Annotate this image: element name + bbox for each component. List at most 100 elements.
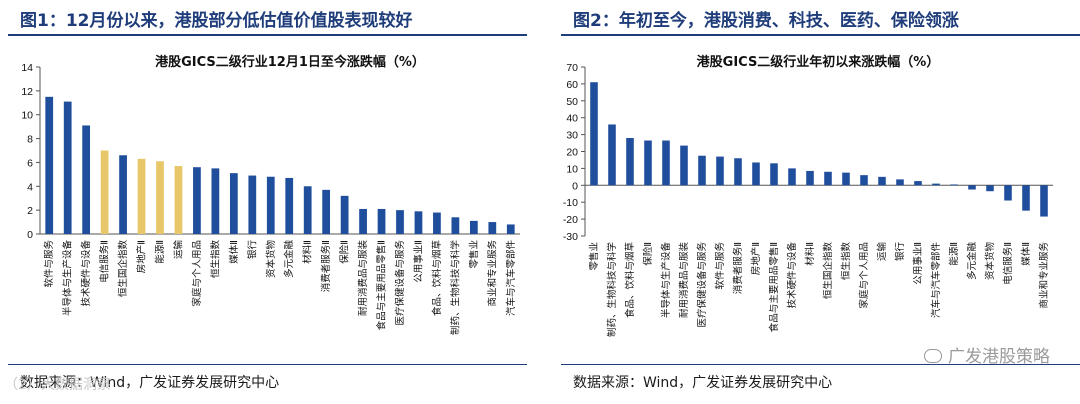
figure-2-bar [968, 185, 976, 190]
figure-2-category-label: 软件与服务 [714, 242, 726, 290]
figure-1-title-rule [8, 34, 527, 36]
figure-1-category-label: 电信服务Ⅱ [99, 240, 111, 283]
figure-2-panel: 图2：年初至今，港股消费、科技、医药、保险领涨 港股GICS二级行业年初以来涨跌… [553, 0, 1080, 404]
figure-2-y-tick-label: 70 [566, 62, 578, 74]
figure-1-category-label: 食品与主要用品零售Ⅱ [376, 240, 388, 330]
figure-1-category-label: 家庭与个人用品 [191, 240, 203, 307]
figure-1-bar [303, 186, 312, 234]
figure-1-category-label: 多元金融 [283, 240, 295, 279]
figure-2-y-tick-label: -30 [563, 231, 578, 243]
figure-1-bar [137, 158, 146, 234]
figure-2-category-label: 零售业 [588, 242, 600, 271]
figure-1-category-label: 软件与服务 [43, 240, 55, 288]
figure-1-bar [82, 125, 91, 234]
figure-1-watermark: （2）大数据洞察 [4, 377, 111, 393]
figure-1-panel: 图1：12月份以来，港股部分低估值价值股表现较好 港股GICS二级行业12月1日… [0, 0, 527, 404]
figure-1-source: 数据来源：Wind，广发证券发展研究中心 [20, 375, 280, 391]
figure-1-y-tick-label: 0 [27, 229, 33, 241]
figure-2-bar [806, 170, 814, 186]
figure-2-category-label: 恒生指数 [840, 242, 852, 281]
figure-2-category-label: 保险Ⅱ [642, 242, 654, 266]
figure-2-category-label: 运输 [876, 242, 888, 262]
wechat-icon [924, 349, 942, 363]
figure-2-bar [662, 140, 670, 186]
figure-2-bar [824, 171, 832, 186]
figure-2-bar [842, 172, 850, 186]
figure-2-title-rule [561, 34, 1080, 36]
figure-2-y-tick-label: 40 [566, 113, 578, 125]
figure-2-chart-title: 港股GICS二级行业年初以来涨跌幅（%） [697, 54, 940, 70]
figure-2-category-label: 媒体Ⅱ [1020, 242, 1032, 266]
figure-2-bar [932, 183, 940, 186]
figure-2-bar [752, 162, 760, 186]
figure-2-bar [878, 176, 886, 186]
figure-2-category-label: 房地产Ⅱ [750, 242, 762, 275]
figure-2-category-label: 医疗保健设备与服务 [696, 242, 708, 328]
figure-2-y-tick-label: -20 [563, 214, 578, 226]
figure-1-y-tick-label: 8 [27, 134, 33, 146]
figure-2-category-label: 消费者服务Ⅱ [732, 242, 744, 294]
figure-2-category-label: 银行 [894, 242, 906, 262]
figure-2-bar [950, 184, 958, 186]
figure-1-bar [119, 155, 127, 234]
figure-2-y-tick-label: 0 [572, 180, 578, 192]
figure-1-source-rule [8, 364, 527, 365]
figure-2-watermark-text: 广发港股策略 [948, 347, 1050, 367]
figure-1-y-tick-label: 12 [21, 86, 33, 98]
figure-1-bar [322, 189, 331, 234]
figure-2-category-label: 公用事业Ⅱ [912, 242, 924, 285]
figure-1-category-label: 技术硬件与设备 [80, 240, 92, 307]
figure-2-bar [626, 137, 634, 186]
figure-1-bar [469, 220, 478, 234]
figure-2-category-label: 资本货物 [984, 242, 996, 281]
figure-1-category-label: 运输 [172, 240, 184, 260]
figure-2-bar [1040, 185, 1048, 217]
figure-2-y-tick-label: 10 [566, 163, 578, 175]
figure-1-bar [451, 217, 460, 234]
figure-1-bar [45, 96, 54, 234]
figure-2-title: 图2：年初至今，港股消费、科技、医药、保险领涨 [573, 11, 959, 31]
figure-1-y-tick-label: 2 [27, 205, 33, 217]
figure-1-category-label: 保险Ⅱ [339, 240, 351, 264]
figure-1-category-label: 公用事业Ⅱ [412, 240, 424, 283]
figure-1-category-label: 汽车与汽车零部件 [505, 240, 517, 317]
figure-1-category-label: 半导体与生产设备 [62, 240, 74, 317]
figure-2-category-label: 家庭与个人用品 [858, 242, 870, 309]
figure-1-bar [248, 175, 257, 234]
figure-1-category-label: 制药、生物科技与科学 [449, 240, 461, 335]
figure-1-bar [285, 177, 294, 234]
figure-2-source: 数据来源：Wind，广发证券发展研究中心 [573, 375, 833, 391]
figure-1-category-label: 零售业 [468, 240, 480, 269]
figure-2-bar [734, 158, 742, 186]
figure-2-bar [986, 185, 994, 192]
figure-1-chart: 港股GICS二级行业12月1日至今涨跌幅（%） 0 2 4 6 8 10 12 14 软件与服务半… [21, 54, 520, 335]
figure-1-category-label: 银行 [246, 240, 258, 260]
figure-2-bar [1022, 185, 1030, 211]
figure-1-y-tick-label: 10 [21, 110, 33, 122]
figure-2-y-tick-label: 60 [566, 79, 578, 91]
figure-1-bar [63, 101, 72, 234]
figure-2-category-label: 技术硬件与设备 [786, 242, 798, 309]
figure-2-bar [788, 168, 796, 186]
figure-1-bar [377, 208, 386, 234]
figure-1-y-tick-label: 4 [27, 181, 33, 193]
figure-1-category-label: 材料Ⅱ [302, 240, 314, 264]
figure-2-category-label: 汽车与汽车零部件 [930, 242, 942, 319]
figure-1-category-label: 资本货物 [265, 240, 277, 279]
figure-1-bar [396, 210, 404, 234]
figure-2-category-label: 材料Ⅱ [804, 242, 816, 266]
figure-2-bar [716, 156, 724, 186]
figure-2-y-tick-label: 50 [566, 96, 578, 108]
figure-1-bar [174, 166, 183, 234]
figure-2-category-label: 商业和专业服务 [1038, 242, 1050, 309]
figure-2-y-tick-label: 30 [566, 130, 578, 142]
figure-1-bar [488, 222, 497, 234]
figure-2-bar [608, 124, 616, 186]
figure-1-y-tick-label: 14 [21, 62, 33, 74]
figure-1-title: 图1：12月份以来，港股部分低估值价值股表现较好 [20, 11, 413, 31]
figure-2-y-tick-label: -10 [563, 197, 578, 209]
figure-2-bar [590, 82, 598, 186]
figure-2-category-label: 半导体与生产设备 [660, 242, 672, 319]
figure-1-bar [433, 212, 441, 234]
figure-2-category-label: 恒生国企指数 [822, 242, 834, 300]
